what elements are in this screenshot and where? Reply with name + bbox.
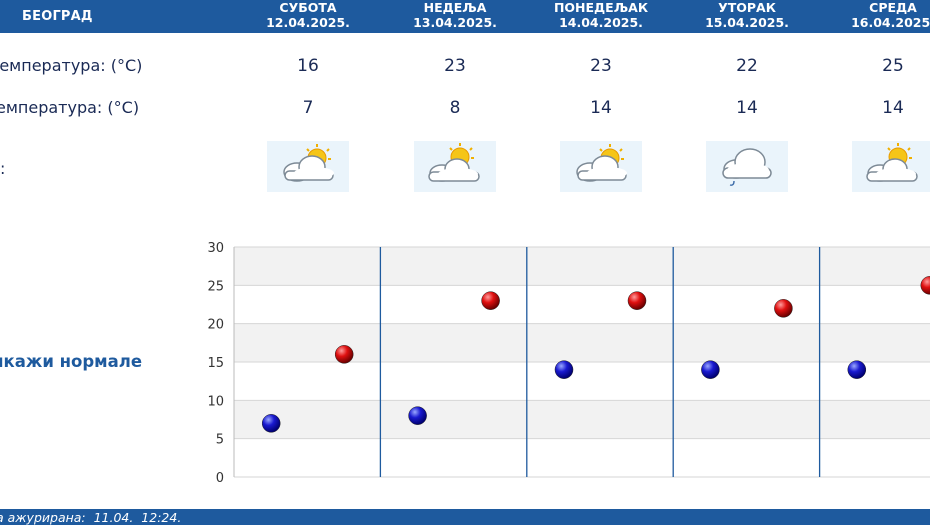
day-date: 12.04.2025. — [266, 15, 350, 30]
day-header-3: ПОНЕДЕЉАК 14.04.2025. — [541, 0, 661, 30]
partly-cloudy-icon — [414, 141, 496, 192]
chart-grid-band — [234, 247, 930, 286]
min-temp-value: 14 — [590, 98, 612, 118]
min-temp-point — [408, 406, 427, 425]
day-date: 13.04.2025. — [413, 15, 497, 30]
day-header-4: УТОРАК 15.04.2025. — [687, 0, 807, 30]
y-tick-label: 15 — [207, 356, 224, 371]
show-normals-link[interactable]: икажи нормале — [0, 352, 143, 371]
partly-cloudy-icon — [560, 141, 642, 192]
min-temp-point — [847, 360, 867, 379]
day-date: 16.04.2025. — [851, 15, 930, 30]
city-name: БЕОГРАД — [22, 9, 93, 24]
forecast-header: БЕОГРАД СУБОТА 12.04.2025. НЕДЕЉА 13.04.… — [0, 0, 930, 33]
min-temp-point — [701, 360, 720, 379]
max-temp-point — [481, 291, 500, 310]
max-temp-point — [627, 291, 647, 310]
day-date: 15.04.2025. — [705, 15, 789, 30]
chart-grid-band — [234, 438, 930, 477]
y-tick-label: 20 — [207, 318, 224, 333]
min-temp-point — [261, 414, 281, 433]
chart-grid-band — [234, 285, 930, 324]
y-tick-label: 25 — [207, 279, 224, 294]
max-temp-point — [334, 345, 354, 364]
footer-bar: а ажурирана: 11.04. 12:24. — [0, 509, 930, 525]
partly-cloudy-icon — [267, 141, 349, 192]
min-temp-label: емпература: (°C) — [0, 98, 140, 117]
min-temp-point — [554, 360, 574, 379]
max-temp-value: 25 — [882, 56, 904, 76]
day-header-5: СРЕДА 16.04.2025. — [833, 0, 930, 30]
max-temp-value: 23 — [444, 56, 466, 76]
weather-label: : — [0, 159, 6, 178]
day-name: УТОРАК — [718, 0, 776, 15]
day-date: 14.04.2025. — [559, 15, 643, 30]
y-tick-label: 0 — [216, 471, 224, 486]
last-updated-text: а ажурирана: 11.04. 12:24. — [0, 510, 182, 525]
day-name: СУБОТА — [279, 0, 337, 15]
day-header-1: СУБОТА 12.04.2025. — [248, 0, 368, 30]
min-temp-value: 7 — [302, 98, 314, 118]
max-temp-value: 23 — [590, 56, 612, 76]
chart-grid-band — [234, 400, 930, 439]
cloud-drizzle-icon — [706, 141, 788, 192]
max-temp-value: 16 — [297, 56, 319, 76]
y-tick-label: 10 — [207, 394, 224, 409]
min-temp-value: 14 — [882, 98, 904, 118]
day-name: НЕДЕЉА — [423, 0, 487, 15]
min-temp-value: 8 — [449, 98, 461, 118]
max-temp-label: температура: (°C) — [0, 56, 143, 75]
y-tick-label: 5 — [216, 433, 224, 448]
day-name: ПОНЕДЕЉАК — [553, 0, 649, 15]
max-temp-point — [774, 299, 793, 318]
partly-cloudy-icon — [852, 141, 930, 192]
min-temp-value: 14 — [736, 98, 758, 118]
max-temp-value: 22 — [736, 56, 758, 76]
chart-grid-band — [234, 362, 930, 401]
day-name: СРЕДА — [869, 0, 917, 15]
day-header-2: НЕДЕЉА 13.04.2025. — [395, 0, 515, 30]
temperature-chart: 0 5 10 15 20 25 30 — [207, 241, 930, 486]
y-tick-label: 30 — [207, 241, 224, 256]
